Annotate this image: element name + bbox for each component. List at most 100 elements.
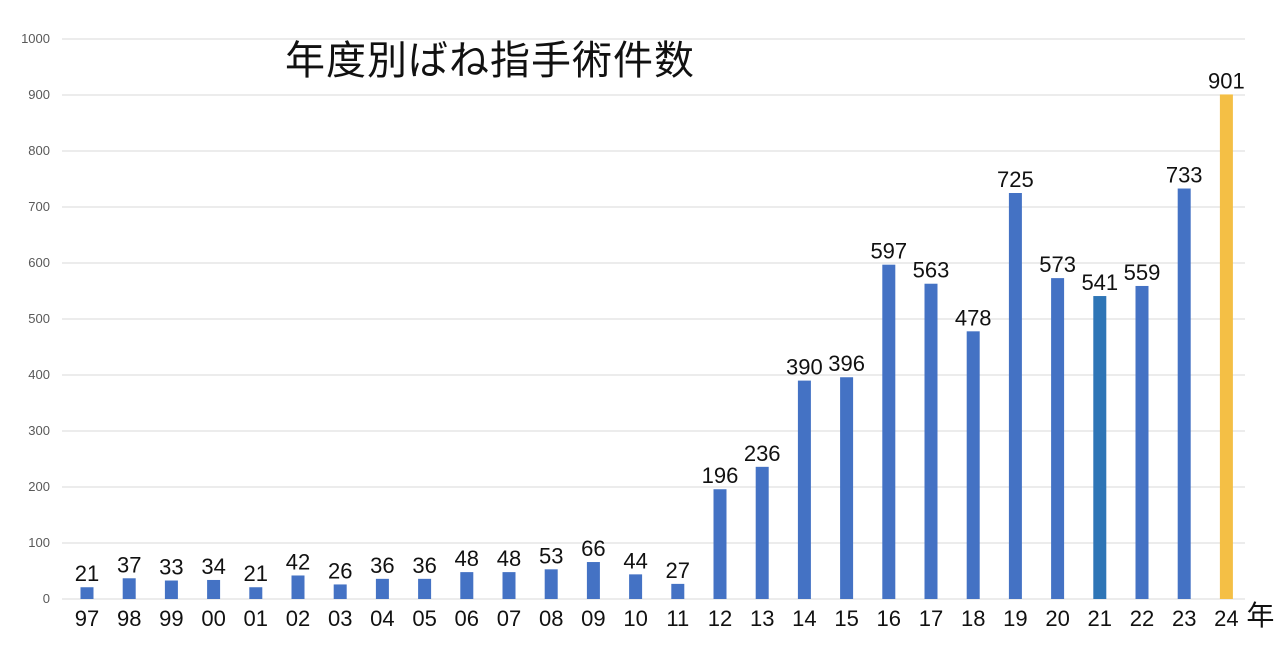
y-tick-label: 600 <box>28 255 50 270</box>
y-tick-label: 900 <box>28 87 50 102</box>
bar-98 <box>122 578 136 599</box>
bar-09 <box>586 562 600 599</box>
x-tick-label-01: 01 <box>244 606 268 631</box>
bar-06 <box>460 572 474 599</box>
data-label-22: 559 <box>1124 260 1161 285</box>
bar-14 <box>797 380 811 599</box>
x-tick-label-10: 10 <box>623 606 647 631</box>
bar-02 <box>291 575 305 599</box>
data-label-00: 34 <box>201 554 225 579</box>
bar-17 <box>924 283 938 599</box>
y-tick-label: 400 <box>28 367 50 382</box>
data-label-02: 42 <box>286 549 310 574</box>
data-label-11: 27 <box>666 558 690 583</box>
chart-title: 年度別ばね指手術件数 <box>285 38 695 84</box>
bar-15 <box>840 377 854 599</box>
x-tick-label-14: 14 <box>792 606 816 631</box>
x-tick-label-06: 06 <box>455 606 479 631</box>
data-label-16: 597 <box>870 239 907 264</box>
data-label-06: 48 <box>455 546 479 571</box>
y-tick-label: 700 <box>28 199 50 214</box>
bar-21 <box>1093 296 1107 599</box>
x-tick-label-19: 19 <box>1003 606 1027 631</box>
y-tick-label: 800 <box>28 143 50 158</box>
x-tick-label-24: 24 <box>1214 606 1238 631</box>
data-label-21: 541 <box>1081 270 1118 295</box>
y-tick-label: 500 <box>28 311 50 326</box>
x-tick-label-09: 09 <box>581 606 605 631</box>
data-label-04: 36 <box>370 553 394 578</box>
x-tick-label-07: 07 <box>497 606 521 631</box>
gridlines <box>62 38 1245 600</box>
bar-18 <box>966 331 980 599</box>
data-label-01: 21 <box>244 561 268 586</box>
bar-01 <box>249 587 263 599</box>
bar-20 <box>1051 278 1065 599</box>
x-tick-label-20: 20 <box>1045 606 1069 631</box>
x-tick-label-03: 03 <box>328 606 352 631</box>
y-tick-label: 200 <box>28 479 50 494</box>
bar-13 <box>755 466 769 599</box>
bar-24 <box>1219 94 1233 599</box>
x-tick-label-11: 11 <box>666 606 689 631</box>
bar-99 <box>164 580 178 599</box>
data-label-13: 236 <box>744 441 781 466</box>
y-axis-ticks: 0 100 200 300 400 500 600 700 800 900 1000 <box>21 31 50 606</box>
y-tick-label: 100 <box>28 535 50 550</box>
bar-05 <box>418 578 432 599</box>
bar-16 <box>882 264 896 599</box>
bar-22 <box>1135 285 1149 599</box>
data-label-14: 390 <box>786 355 823 380</box>
data-label-07: 48 <box>497 546 521 571</box>
bars <box>80 94 1233 599</box>
data-label-03: 26 <box>328 558 352 583</box>
y-tick-label: 1000 <box>21 31 50 46</box>
x-tick-label-16: 16 <box>877 606 901 631</box>
x-tick-label-23: 23 <box>1172 606 1196 631</box>
bar-12 <box>713 489 727 599</box>
x-axis-ticks: 97 98 99 00 01 02 03 04 05 06 07 08 09 10 11 12 13 14 15 16… <box>75 606 1239 631</box>
bar-10 <box>629 574 643 599</box>
x-tick-label-98: 98 <box>117 606 141 631</box>
x-tick-label-00: 00 <box>201 606 225 631</box>
bar-00 <box>207 579 221 599</box>
data-label-09: 66 <box>581 536 605 561</box>
data-label-99: 33 <box>159 555 183 580</box>
bar-11 <box>671 583 685 599</box>
data-label-08: 53 <box>539 543 563 568</box>
x-tick-label-15: 15 <box>834 606 858 631</box>
data-label-10: 44 <box>623 548 647 573</box>
bar-07 <box>502 572 516 599</box>
bar-03 <box>333 584 347 599</box>
data-label-24: 901 <box>1208 68 1245 93</box>
x-tick-label-17: 17 <box>919 606 943 631</box>
x-tick-label-22: 22 <box>1130 606 1154 631</box>
data-label-19: 725 <box>997 167 1034 192</box>
bar-04 <box>375 578 389 599</box>
bar-08 <box>544 569 558 599</box>
data-label-23: 733 <box>1166 163 1203 188</box>
bar-19 <box>1008 193 1022 599</box>
x-tick-label-08: 08 <box>539 606 563 631</box>
x-tick-label-99: 99 <box>159 606 183 631</box>
bar-97 <box>80 587 94 599</box>
x-tick-label-13: 13 <box>750 606 774 631</box>
x-tick-label-18: 18 <box>961 606 985 631</box>
y-tick-label: 0 <box>43 591 50 606</box>
x-tick-label-12: 12 <box>708 606 732 631</box>
bar-23 <box>1177 188 1191 599</box>
data-label-17: 563 <box>913 258 950 283</box>
data-label-15: 396 <box>828 351 865 376</box>
x-tick-label-05: 05 <box>412 606 436 631</box>
x-tick-label-21: 21 <box>1088 606 1112 631</box>
data-label-97: 21 <box>75 561 99 586</box>
x-axis-unit-label: 年 <box>1246 599 1274 632</box>
y-tick-label: 300 <box>28 423 50 438</box>
x-tick-label-04: 04 <box>370 606 394 631</box>
data-label-98: 37 <box>117 552 141 577</box>
x-tick-label-97: 97 <box>75 606 99 631</box>
data-label-18: 478 <box>955 305 992 330</box>
